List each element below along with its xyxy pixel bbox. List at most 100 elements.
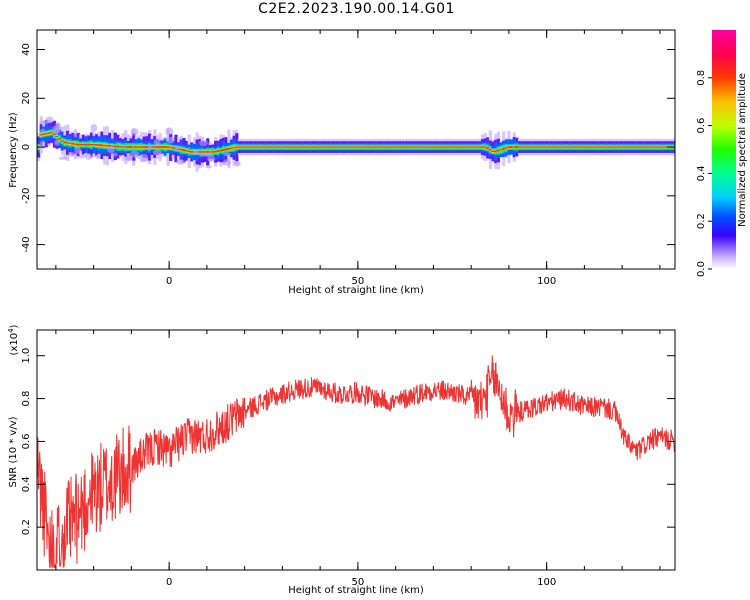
spectrogram-cell <box>562 146 567 148</box>
spectrogram-cell <box>605 146 609 148</box>
spectrogram-cell <box>515 146 519 149</box>
spectrogram-cell <box>504 147 508 149</box>
spectrogram-cell <box>586 146 590 148</box>
spectrogram-cell <box>224 148 228 151</box>
spectrogram-cell <box>58 137 62 140</box>
spectrogram-cell <box>206 151 210 153</box>
spectrogram-cell <box>544 146 548 148</box>
spectrogram-cell <box>459 146 464 148</box>
spectrogram-cell <box>369 146 374 148</box>
spectrogram-cell <box>71 142 75 145</box>
spectrogram-cell <box>280 146 284 148</box>
spectrogram-cell <box>340 146 345 148</box>
spectrogram-blob <box>204 152 212 157</box>
spectrogram-cell <box>639 146 643 148</box>
spectrogram-cell <box>73 143 78 145</box>
spectrogram-cell <box>597 146 601 148</box>
spectrogram-cell <box>166 146 170 148</box>
spectrogram-blob <box>90 124 98 132</box>
spectrogram-cell <box>409 146 413 148</box>
spectrogram-cell <box>221 149 226 151</box>
snr-frame <box>36 329 676 571</box>
spectrogram-cell <box>264 146 268 148</box>
spectrogram-cell <box>132 146 136 148</box>
spectrogram-blob <box>207 156 216 162</box>
snr-x-ticks: 0 50 100 <box>55 330 661 588</box>
spectrogram-cell <box>319 146 324 148</box>
spectrogram-cell <box>274 146 279 148</box>
spectrogram-cell <box>121 146 125 148</box>
spectrogram-cell <box>354 146 358 148</box>
spectrogram-cell <box>451 146 456 148</box>
spectrogram-cell <box>134 146 139 148</box>
spectrogram-cell <box>554 146 559 148</box>
spectrogram-blob <box>77 155 87 159</box>
snr-x-tick-label: 50 <box>352 577 365 588</box>
spectrogram-frame <box>36 29 676 270</box>
snr-y-tick-label: 1.0 <box>21 348 32 364</box>
spectrogram-cell <box>642 146 646 148</box>
spectrogram-cell <box>105 144 109 147</box>
spectrogram-cell <box>486 146 490 149</box>
spectrogram-cell <box>190 151 194 153</box>
spectrogram-cell <box>655 146 659 148</box>
spectrogram-cell <box>628 146 633 148</box>
spectrogram-cell <box>660 146 664 148</box>
spectrogram-cell <box>525 146 530 148</box>
spectrogram-y-tick-label: 40 <box>21 43 32 56</box>
spectrogram-cell <box>68 142 72 144</box>
spectrogram-cell <box>499 149 503 151</box>
spectrogram-cell <box>137 146 141 148</box>
spectrogram-cell <box>330 146 334 148</box>
colorbar-gradient <box>712 30 736 269</box>
spectrogram-cell <box>293 146 297 148</box>
spectrogram-cell <box>634 146 638 148</box>
spectrogram-cell <box>541 146 545 148</box>
spectrogram-cell <box>203 151 207 153</box>
spectrogram-cell <box>155 146 160 148</box>
spectrogram-blob <box>73 133 78 138</box>
snr-y-ticks: 0.2 0.4 0.6 0.8 1.0 <box>21 348 675 535</box>
spectrogram-cell <box>533 146 538 148</box>
spectrogram-cell <box>282 146 287 148</box>
spectrogram-cell <box>615 146 619 148</box>
spectrogram-cell <box>636 146 641 148</box>
spectrogram-cell <box>351 146 355 148</box>
spectrogram-cell <box>311 146 316 148</box>
spectrogram-cell <box>399 146 403 148</box>
spectrogram-cell <box>422 146 427 148</box>
spectrogram-cell <box>502 147 506 150</box>
spectrogram-cell <box>491 150 495 153</box>
spectrogram-cell <box>84 143 88 146</box>
spectrogram-cell <box>118 146 123 148</box>
spectrogram-cell <box>338 146 342 148</box>
colorbar-label: Normalized spectral amplitude <box>737 73 748 227</box>
spectrogram-cell <box>290 146 294 148</box>
spectrogram-cell <box>523 146 527 148</box>
spectrogram-cell <box>52 133 57 136</box>
spectrogram-cell <box>623 146 627 148</box>
spectrogram-cell <box>44 133 49 135</box>
spectrogram-y-label: Frequency (Hz) <box>8 112 19 188</box>
spectrogram-cell <box>161 146 165 148</box>
spectrogram-cell <box>644 146 649 148</box>
spectrogram-cell <box>359 146 363 148</box>
spectrogram-cell <box>496 149 501 152</box>
spectrogram-cell <box>79 143 83 146</box>
spectrogram-cell <box>613 146 617 148</box>
spectrogram-cell <box>565 146 569 148</box>
snr-y-tick-label: 0.8 <box>21 391 32 407</box>
snr-y-tick-label: 0.4 <box>21 476 32 492</box>
spectrogram-cell <box>457 146 461 148</box>
spectrogram-blob <box>199 139 208 147</box>
spectrogram-cell <box>124 146 128 148</box>
snr-x-label: Height of straight line (km) <box>288 585 424 596</box>
spectrogram-cell <box>182 149 186 152</box>
spectrogram-cell <box>325 146 329 148</box>
spectrogram-x-tick-label: 0 <box>166 276 172 287</box>
spectrogram-cell <box>145 146 149 149</box>
spectrogram-cell <box>536 146 540 148</box>
spectrogram-cell <box>285 146 289 148</box>
spectrogram-cell <box>95 144 99 146</box>
colorbar-tick-label: 0.6 <box>696 118 707 134</box>
